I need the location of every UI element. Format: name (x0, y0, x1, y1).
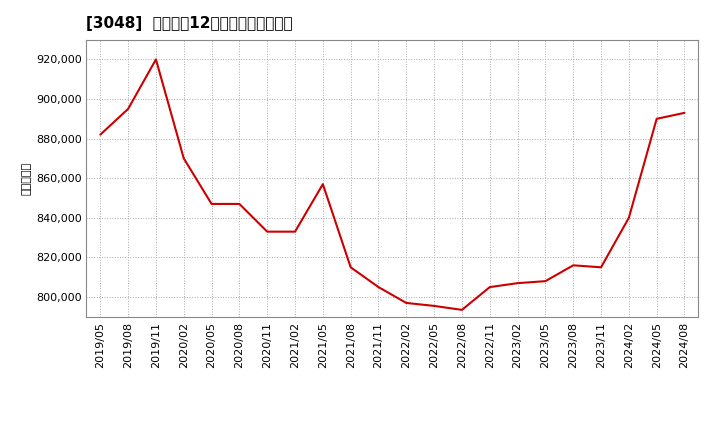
Y-axis label: （百万円）: （百万円） (22, 161, 32, 195)
Text: [3048]  売上高の12か月移動合計の推移: [3048] 売上高の12か月移動合計の推移 (86, 16, 293, 32)
